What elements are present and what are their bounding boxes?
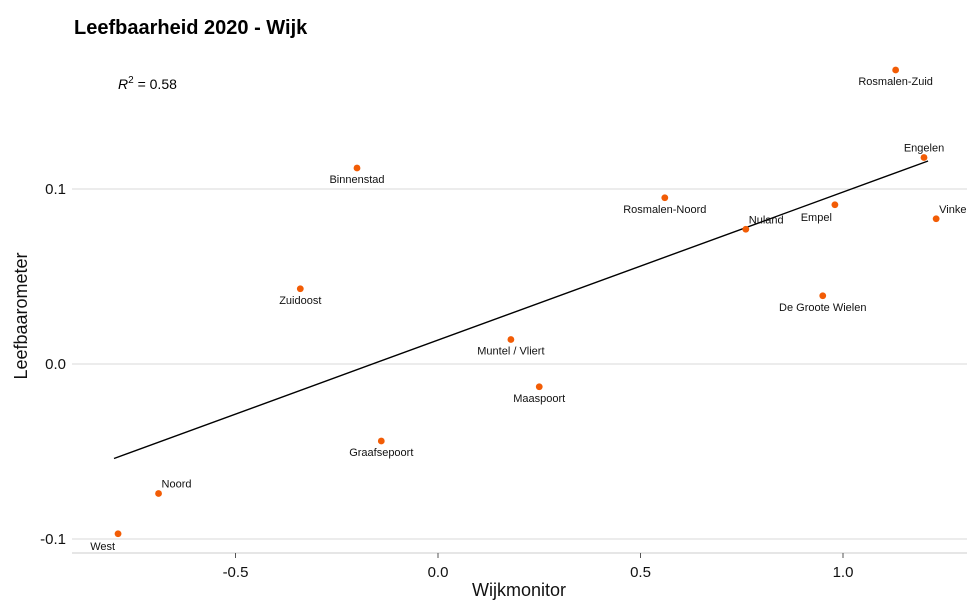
y-tick-label: 0.1 xyxy=(45,181,66,198)
point-label: West xyxy=(90,541,115,553)
point-labels: West Noord Graafsepoort Zuidoost Binnenstad M… xyxy=(90,76,967,553)
point-label: Nuland xyxy=(749,214,784,226)
data-point xyxy=(831,201,839,209)
r-squared-exponent: 2 xyxy=(128,75,134,86)
x-axis: -0.5 0.0 0.5 1.0 xyxy=(223,553,854,581)
regression-line xyxy=(113,160,929,460)
point-label: Vinkel xyxy=(939,204,967,216)
x-tick-label: 1.0 xyxy=(833,564,854,581)
point-label: Muntel / Vliert xyxy=(477,346,544,358)
point-label: Empel xyxy=(801,212,832,224)
x-tick-label: 0.0 xyxy=(428,564,449,581)
data-point xyxy=(819,292,827,300)
y-tick-label: -0.1 xyxy=(40,531,66,548)
y-axis: -0.1 0.0 0.1 xyxy=(40,181,66,548)
data-points xyxy=(114,66,940,538)
point-label: Binnenstad xyxy=(329,174,384,186)
data-point xyxy=(377,437,385,445)
x-tick-label: -0.5 xyxy=(223,564,249,581)
regression-line-group xyxy=(113,160,929,460)
y-axis-title: Leefbaarometer xyxy=(11,252,31,379)
point-label: Zuidoost xyxy=(279,295,321,307)
data-point xyxy=(114,530,122,538)
data-point xyxy=(742,225,750,233)
point-label: Graafsepoort xyxy=(349,447,413,459)
x-axis-title: Wijkmonitor xyxy=(472,580,566,600)
data-point xyxy=(932,215,940,223)
y-tick-label: 0.0 xyxy=(45,356,66,373)
grid-lines xyxy=(72,188,967,554)
data-point xyxy=(535,383,543,391)
data-point xyxy=(296,285,304,293)
r-squared-value: = 0.58 xyxy=(134,76,177,92)
r-squared-annotation: R2 = 0.58 xyxy=(118,75,177,92)
point-label: Engelen xyxy=(904,143,944,155)
data-point xyxy=(507,336,515,343)
data-point xyxy=(155,490,162,497)
data-point xyxy=(892,66,900,74)
data-point xyxy=(920,154,928,161)
point-label: De Groote Wielen xyxy=(779,302,866,314)
point-label: Rosmalen-Zuid xyxy=(858,76,933,88)
r-squared-symbol: R xyxy=(118,76,128,92)
data-point xyxy=(353,164,361,172)
chart-title: Leefbaarheid 2020 - Wijk xyxy=(74,17,308,39)
point-label: Noord xyxy=(162,479,192,491)
data-point xyxy=(661,194,669,202)
point-label: Maaspoort xyxy=(513,393,565,405)
point-label: Rosmalen-Noord xyxy=(623,204,706,216)
x-tick-label: 0.5 xyxy=(630,564,651,581)
